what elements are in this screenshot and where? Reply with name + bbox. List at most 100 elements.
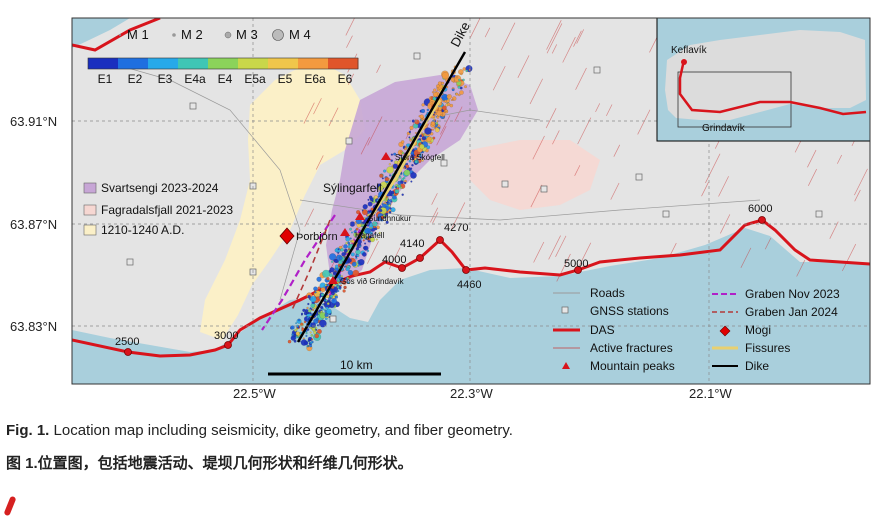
lon-tick-22.1: 22.1°W <box>689 386 733 400</box>
lat-tick-63.91: 63.91°N <box>10 114 57 129</box>
earthquake-point <box>309 344 313 348</box>
earthquake-point <box>455 92 459 96</box>
earthquake-point <box>306 306 309 310</box>
fracture-line <box>606 104 613 117</box>
fracture-line <box>367 241 379 264</box>
fissures <box>370 99 442 216</box>
earthquake-point <box>310 334 314 337</box>
legend-1210-1240: 1210-1240 A.D. <box>101 223 184 237</box>
fracture-line <box>313 98 322 115</box>
earthquake-point <box>326 302 330 305</box>
earthquake-point <box>337 251 340 254</box>
earthquake-point <box>385 220 389 224</box>
earthquake-point <box>367 249 370 252</box>
earthquake-point <box>390 207 396 213</box>
fracture-line <box>376 64 381 73</box>
map-legend: Roads GNSS stations DAS Active fractures… <box>553 286 840 373</box>
fracture-line <box>573 30 582 47</box>
earthquake-point <box>337 290 340 292</box>
earthquake-point <box>433 113 435 116</box>
colorbar-label-e3: E3 <box>158 72 173 86</box>
earthquake-point <box>320 305 324 309</box>
earthquake-point <box>338 260 343 265</box>
earthquake-point <box>329 253 337 261</box>
earthquake-point <box>343 285 347 289</box>
das-label-5000: 5000 <box>564 258 588 270</box>
earthquake-point <box>307 294 311 299</box>
colorbar-segment <box>298 58 329 69</box>
fracture-line <box>574 165 581 176</box>
fracture-line <box>431 193 438 205</box>
earthquake-point <box>378 231 381 234</box>
lat-tick-63.87: 63.87°N <box>10 217 57 232</box>
earthquake-point <box>358 259 365 266</box>
lon-tick-22.5: 22.5°W <box>233 386 277 400</box>
earthquake-point <box>424 127 432 135</box>
inset-label-keflavik: Keflavík <box>671 45 708 56</box>
earthquake-point <box>462 67 466 71</box>
earthquake-point <box>359 245 362 248</box>
earthquake-point <box>421 136 427 141</box>
inset-das <box>678 59 867 116</box>
earthquake-point <box>401 140 405 144</box>
colorbar-label-e4a: E4a <box>184 72 206 86</box>
earthquake-point <box>458 78 461 81</box>
fracture-line <box>552 130 560 145</box>
earthquake-point <box>331 298 337 304</box>
earthquake-point <box>394 189 400 194</box>
earthquake-point <box>362 252 367 257</box>
earthquake-point <box>310 303 315 308</box>
figure-caption-chinese: 图 1.位置图，包括地震活动、堤坝几何形状和纤维几何形状。 <box>6 455 413 472</box>
earthquake-point <box>389 207 392 210</box>
das-label-2500: 2500 <box>115 336 139 348</box>
earthquake-point <box>449 103 454 108</box>
fracture-line <box>454 106 463 122</box>
fracture-line <box>718 176 729 197</box>
earthquake-point <box>294 329 297 332</box>
earthquake-point <box>322 303 325 306</box>
legend-fissures: Fissures <box>745 341 790 355</box>
earthquake-point <box>383 169 387 173</box>
map-panel: Dike Stóra Skógfell Sýlingarfell Sundhnú… <box>72 18 870 384</box>
earthquake-point <box>347 241 350 245</box>
fracture-line <box>328 107 339 127</box>
earthquake-point <box>329 294 333 298</box>
earthquake-point <box>426 108 430 112</box>
peak-stora-skogfell <box>381 152 391 160</box>
earthquake-point <box>342 289 346 293</box>
earthquake-point <box>421 103 425 107</box>
fracture-line <box>436 125 447 146</box>
earthquake-point <box>309 341 313 345</box>
earthquake-point <box>421 132 424 135</box>
earthquake-point <box>300 322 304 326</box>
earthquake-point <box>403 169 411 176</box>
earthquake-point <box>325 306 329 310</box>
earthquake-point <box>290 325 295 330</box>
fracture-line <box>551 44 558 54</box>
earthquake-point <box>457 85 461 89</box>
legend-active-fractures: Active fractures <box>590 341 673 355</box>
earthquake-point <box>334 248 339 253</box>
peak-hagafell <box>340 228 350 236</box>
colorbar-frame <box>87 57 359 70</box>
earthquake-point <box>419 144 425 150</box>
earthquake-point <box>408 130 411 134</box>
earthquake-point <box>384 177 389 182</box>
earthquake-point <box>441 81 445 85</box>
fracture-line <box>530 184 543 208</box>
earthquake-point <box>458 93 461 97</box>
figure-caption: Fig. 1. Location map including seismicit… <box>6 422 513 439</box>
earthquake-point <box>440 114 443 117</box>
earthquake-point <box>324 312 329 317</box>
fracture-line <box>533 241 545 263</box>
earthquake-point <box>398 176 402 179</box>
earthquake-point <box>459 90 464 95</box>
colorbar-label-e6a: E6a <box>304 72 326 86</box>
earthquake-point <box>462 78 465 82</box>
earthquake-point <box>316 276 322 282</box>
colorbar-segment <box>148 58 179 69</box>
fracture-line <box>304 208 315 227</box>
earthquake-point <box>302 308 306 312</box>
earthquake-point <box>367 213 370 217</box>
earthquake-point <box>450 99 453 101</box>
